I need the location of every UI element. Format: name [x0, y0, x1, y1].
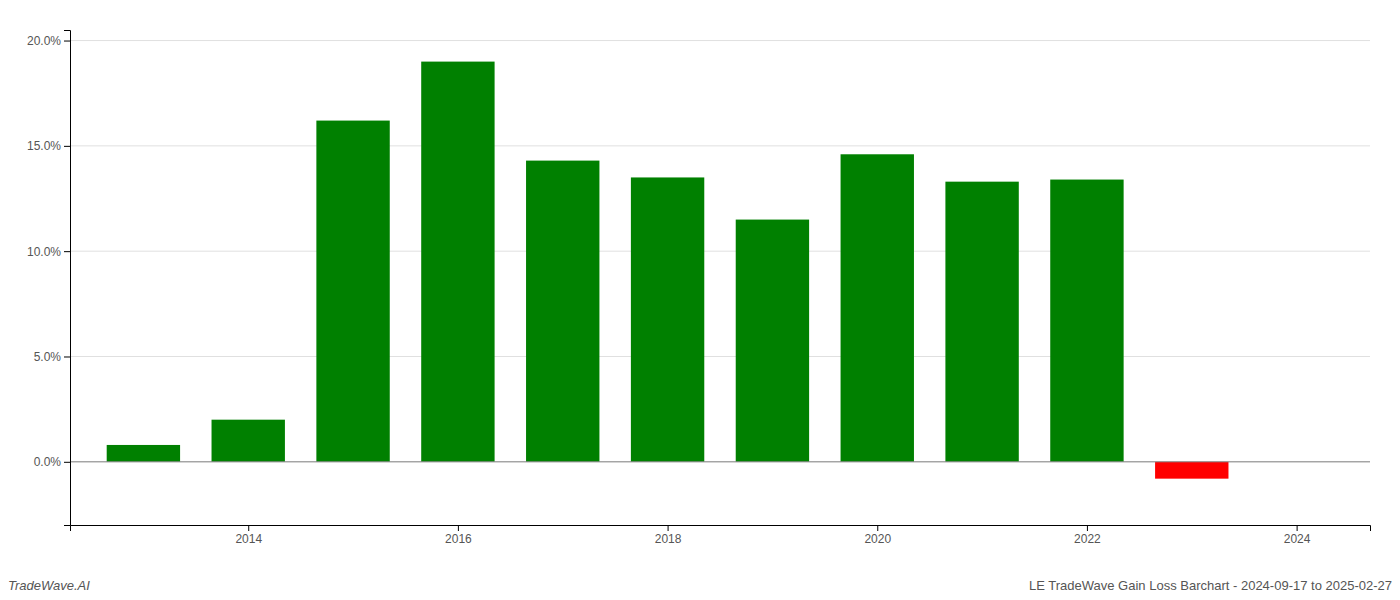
y-tick: 10.0% — [27, 245, 70, 259]
tick-label: 2018 — [655, 532, 682, 546]
plot: 2014 2016 2018 2020 2022 2024 0.0% 5.0% 10.0% 15.… — [27, 31, 1371, 546]
tick-label: 15.0% — [27, 139, 61, 153]
bar — [1050, 180, 1123, 462]
grid-line — [70, 145, 1370, 146]
bar — [631, 177, 704, 461]
grid-line — [70, 356, 1370, 357]
x-tick: 2018 — [655, 525, 682, 546]
tick-label: 2016 — [445, 532, 472, 546]
x-tick: 2016 — [445, 525, 472, 546]
x-tick: 2022 — [1074, 525, 1101, 546]
axis-line — [71, 526, 1371, 532]
axis-line — [64, 31, 71, 526]
tick-label: 2020 — [864, 532, 891, 546]
x-tick: 2014 — [235, 525, 262, 546]
bar — [945, 182, 1018, 462]
grid-line — [70, 40, 1370, 41]
bar — [841, 154, 914, 462]
bar — [212, 420, 285, 462]
tick-label: 2024 — [1284, 532, 1311, 546]
bar — [316, 121, 389, 462]
grid-line — [70, 461, 1370, 462]
y-tick: 15.0% — [27, 139, 70, 153]
tick-mark — [64, 41, 70, 42]
tick-label: 0.0% — [34, 455, 62, 469]
tick-mark — [64, 251, 70, 252]
y-axis: 0.0% 5.0% 10.0% 15.0% 20.0% — [27, 31, 71, 526]
x-tick: 2020 — [864, 525, 891, 546]
bars — [107, 62, 1229, 479]
bar — [107, 445, 180, 462]
y-tick: 0.0% — [34, 455, 70, 469]
tick-mark — [458, 525, 459, 531]
bar — [1155, 462, 1228, 479]
tick-mark — [64, 356, 70, 357]
tick-label: 2022 — [1074, 532, 1101, 546]
tick-mark — [64, 462, 70, 463]
watermark: TradeWave.AI — [8, 578, 90, 593]
bar — [736, 220, 809, 462]
x-axis: 2014 2016 2018 2020 2022 2024 — [71, 525, 1371, 546]
tick-mark — [64, 146, 70, 147]
bar — [421, 62, 494, 462]
tick-label: 10.0% — [27, 245, 61, 259]
y-tick: 5.0% — [34, 350, 70, 364]
x-tick: 2024 — [1284, 525, 1311, 546]
tick-mark — [1297, 525, 1298, 531]
grid — [70, 41, 1370, 462]
tick-mark — [668, 525, 669, 531]
tick-label: 2014 — [235, 532, 262, 546]
tick-mark — [248, 525, 249, 531]
bar — [526, 161, 599, 462]
y-tick: 20.0% — [27, 34, 70, 48]
title: LE TradeWave Gain Loss Barchart - 2024-0… — [1029, 578, 1392, 593]
tick-label: 20.0% — [27, 34, 61, 48]
tick-mark — [877, 525, 878, 531]
tick-label: 5.0% — [34, 350, 62, 364]
zero-line — [70, 461, 1370, 462]
tick-mark — [1087, 525, 1088, 531]
chart: 2014 2016 2018 2020 2022 2024 0.0% 5.0% 10.0% 15.… — [0, 0, 1400, 600]
grid-line — [70, 251, 1370, 252]
